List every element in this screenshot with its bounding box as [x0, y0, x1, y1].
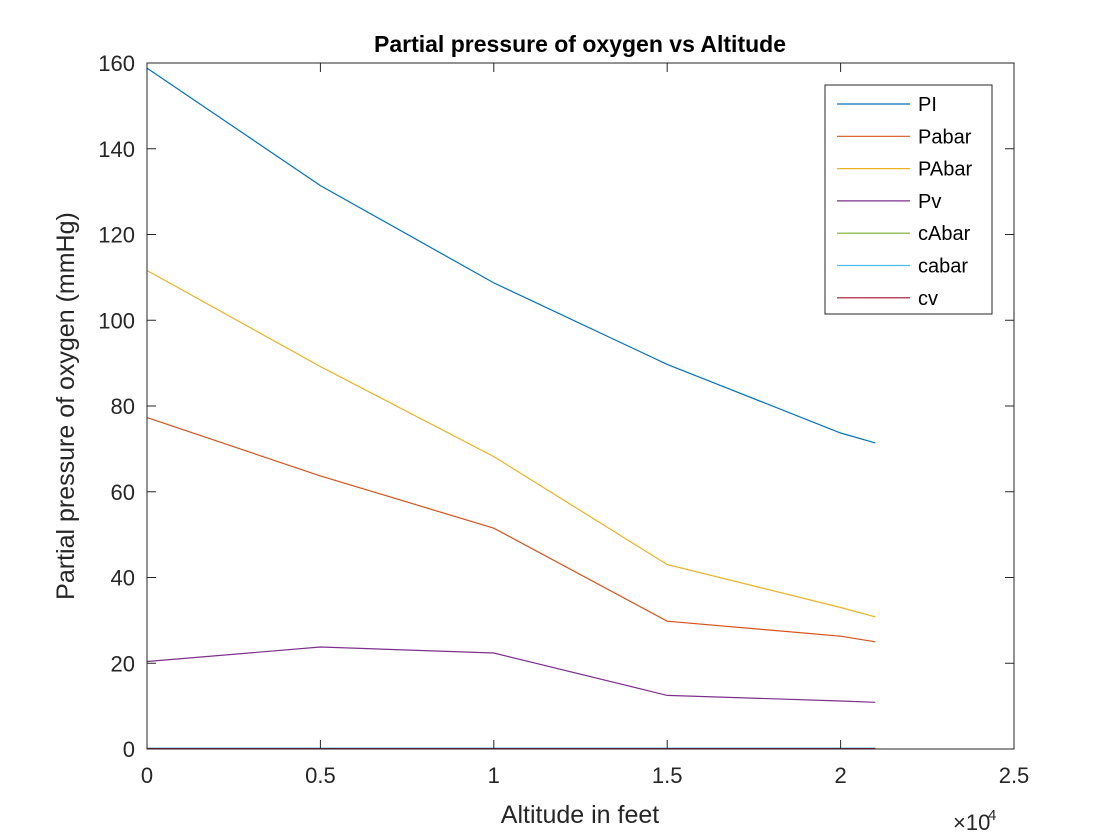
- y-axis-label: Partial pressure of oxygen (mmHg): [52, 212, 80, 600]
- y-tick-label: 80: [111, 394, 135, 419]
- legend-items: PI Pabar PAbar Pv cAbar cabar cv: [837, 94, 972, 310]
- y-tick-label: 0: [123, 737, 135, 762]
- legend-item: cabar: [837, 256, 968, 278]
- y-tick-label: 100: [98, 308, 135, 333]
- x-axis-exponent: ×10 4: [953, 807, 996, 835]
- legend: PI Pabar PAbar Pv cAbar cabar cv: [824, 84, 993, 315]
- series-line-pabar: [146, 417, 876, 643]
- x-axis-exponent-power: 4: [988, 807, 996, 824]
- legend-item: PI: [837, 94, 937, 116]
- chart-title: Partial pressure of oxygen vs Altitude: [374, 31, 786, 57]
- legend-label: cAbar: [918, 223, 971, 245]
- legend-label: PAbar: [918, 159, 972, 181]
- legend-item: Pv: [837, 191, 941, 213]
- legend-label: cabar: [918, 256, 968, 278]
- y-tick-label: 160: [98, 51, 135, 76]
- legend-item: PAbar: [837, 159, 972, 181]
- series-line-pabar: [146, 269, 876, 618]
- y-axis-ticks: 0 20 40 60 80 100 120 140 160: [98, 51, 1014, 762]
- x-tick-label: 1: [488, 763, 500, 788]
- legend-label: Pv: [918, 191, 941, 213]
- x-axis-label: Altitude in feet: [501, 801, 659, 829]
- series-line-pv: [146, 646, 876, 703]
- y-tick-label: 40: [111, 566, 135, 591]
- x-axis-ticks: 0 0.5 1 1.5 2 2.5: [141, 63, 1029, 788]
- x-tick-label: 2: [834, 763, 846, 788]
- y-tick-label: 20: [111, 651, 135, 676]
- legend-label: PI: [918, 94, 937, 116]
- x-tick-label: 0: [141, 763, 153, 788]
- x-axis-exponent-base: ×10: [953, 810, 990, 835]
- legend-item: cv: [837, 288, 938, 310]
- legend-box: [824, 84, 993, 315]
- x-tick-label: 0.5: [305, 763, 336, 788]
- legend-label: Pabar: [918, 126, 972, 148]
- legend-label: cv: [918, 288, 938, 310]
- y-tick-label: 60: [111, 480, 135, 505]
- x-tick-label: 2.5: [999, 763, 1030, 788]
- series-line-pi: [146, 67, 876, 444]
- y-tick-label: 140: [98, 137, 135, 162]
- legend-item: Pabar: [837, 126, 972, 148]
- legend-item: cAbar: [837, 223, 971, 245]
- y-tick-label: 120: [98, 223, 135, 248]
- x-tick-label: 1.5: [652, 763, 683, 788]
